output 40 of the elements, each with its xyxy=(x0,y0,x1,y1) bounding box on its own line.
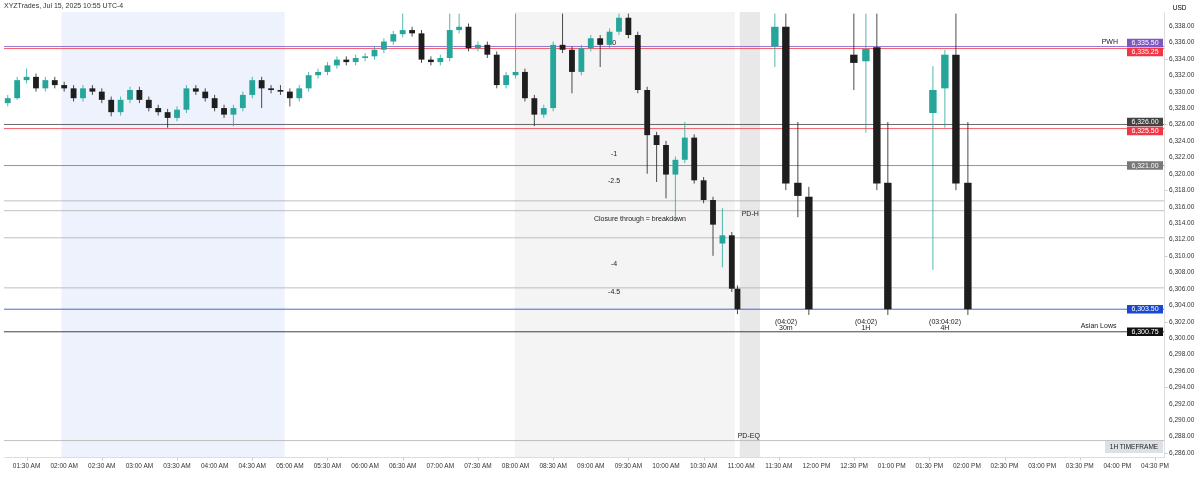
candlestick xyxy=(174,106,180,122)
candlestick xyxy=(616,13,622,36)
candlestick xyxy=(362,52,368,62)
candlestick xyxy=(862,13,870,134)
candlestick xyxy=(239,91,246,112)
candlestick xyxy=(794,121,802,218)
candlestick xyxy=(315,68,321,79)
candlestick xyxy=(409,26,416,38)
candlestick xyxy=(127,86,133,104)
candlestick xyxy=(80,84,86,102)
candlestick xyxy=(475,41,481,52)
candlestick xyxy=(117,96,124,116)
candlestick xyxy=(33,73,39,93)
candlestick xyxy=(653,131,660,183)
candlestick xyxy=(597,34,604,68)
candlestick xyxy=(569,46,575,94)
candlestick xyxy=(380,37,387,54)
candlestick xyxy=(503,71,510,89)
candlestick xyxy=(681,121,688,164)
candlestick xyxy=(258,76,265,109)
candlestick xyxy=(14,76,21,101)
candlestick xyxy=(578,44,585,76)
candlestick xyxy=(719,207,726,268)
candlestick xyxy=(305,71,312,93)
candlestick xyxy=(850,13,858,91)
candlestick xyxy=(268,84,274,94)
candlestick xyxy=(700,176,707,204)
candlestick xyxy=(286,87,293,107)
candlestick xyxy=(164,108,171,129)
candlestick xyxy=(277,84,284,96)
candlestick xyxy=(399,13,406,38)
candlestick xyxy=(249,76,256,99)
candlestick xyxy=(230,104,237,127)
candlestick xyxy=(531,94,538,127)
candlestick xyxy=(456,13,463,34)
candlestick xyxy=(221,104,227,119)
candlestick xyxy=(108,96,115,117)
candlestick xyxy=(625,13,632,39)
candlestick xyxy=(771,13,779,68)
candlestick xyxy=(929,65,937,271)
